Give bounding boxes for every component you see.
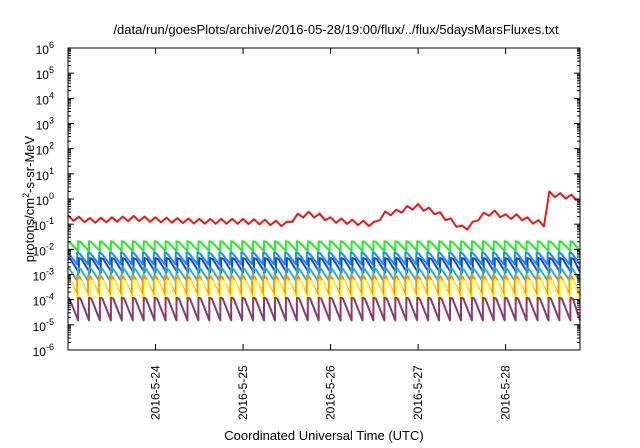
y-tick-label-exp: 3: [49, 116, 54, 126]
y-tick-label: 100: [36, 191, 54, 208]
y-tick-label-base: 10: [33, 244, 47, 258]
x-tick-label: 2016-5-28: [499, 365, 513, 420]
y-tick-label-exp: -4: [46, 292, 54, 302]
series-line: [67, 190, 578, 231]
y-tick-label: 10-4: [33, 292, 54, 309]
x-tick-label: 2016-5-27: [411, 365, 425, 420]
y-tick-label: 101: [36, 166, 54, 183]
y-axis-label: protons/cm2-s-sr-MeV: [21, 135, 37, 262]
y-tick-label-base: 10: [36, 43, 50, 57]
series-line: [67, 274, 581, 297]
y-tick-label: 102: [36, 141, 54, 158]
x-axis-label: Coordinated Universal Time (UTC): [224, 428, 423, 443]
series-line: [67, 240, 581, 253]
y-tick-label-exp: 0: [49, 191, 54, 201]
y-tick-label-base: 10: [33, 219, 47, 233]
y-tick-label: 10-2: [33, 241, 54, 258]
y-axis: 10-610-510-410-310-210-11001011021031041…: [33, 40, 580, 359]
x-tick-label: 2016-5-26: [324, 365, 338, 420]
y-tick-label-base: 10: [33, 295, 47, 309]
y-tick-label-base: 10: [36, 68, 50, 82]
y-tick-label-base: 10: [36, 169, 50, 183]
series-line: [67, 279, 581, 304]
series-layer: [67, 190, 581, 322]
y-tick-label: 10-3: [33, 267, 54, 284]
series-line: [67, 251, 581, 266]
y-tick-label-exp: -3: [46, 267, 54, 277]
y-tick-label-exp: -2: [46, 241, 54, 251]
y-tick-label-exp: 2: [49, 141, 54, 151]
y-tick-label-exp: 1: [49, 166, 54, 176]
x-axis: 2016-5-24 2016-5-25 2016-5-26 2016-5-27 2016…: [149, 48, 513, 420]
y-tick-label-exp: -5: [46, 317, 54, 327]
y-tick-label: 10-6: [33, 342, 54, 359]
chart-title: /data/run/goesPlots/archive/2016-05-28/1…: [113, 22, 559, 37]
y-axis-label-base: protons/cm: [22, 198, 37, 262]
series-line: [67, 296, 581, 322]
y-axis-label-sup: 2: [21, 193, 31, 198]
y-tick-label-exp: 5: [49, 65, 54, 75]
y-tick-label-exp: -6: [46, 342, 54, 352]
y-tick-label: 106: [36, 40, 54, 57]
x-tick-label: 2016-5-24: [149, 365, 163, 420]
y-tick-label: 103: [36, 116, 54, 133]
y-axis-label-rest: -s-sr-MeV: [22, 135, 37, 192]
y-tick-label-base: 10: [33, 320, 47, 334]
y-tick-label-exp: -1: [46, 216, 54, 226]
y-tick-label-base: 10: [36, 119, 50, 133]
y-tick-label-base: 10: [36, 194, 50, 208]
plot-area: [67, 47, 581, 351]
y-tick-label-exp: 6: [49, 40, 54, 50]
y-tick-label: 10-1: [33, 216, 54, 233]
y-tick-label-base: 10: [33, 270, 47, 284]
x-tick-label: 2016-5-25: [236, 365, 250, 420]
y-tick-label-base: 10: [36, 144, 50, 158]
y-tick-label: 10-5: [33, 317, 54, 334]
y-tick-label-base: 10: [33, 345, 47, 359]
y-tick-label: 105: [36, 65, 54, 82]
y-tick-label: 104: [36, 90, 54, 107]
y-tick-label-exp: 4: [49, 90, 54, 100]
y-tick-label-base: 10: [36, 93, 50, 107]
